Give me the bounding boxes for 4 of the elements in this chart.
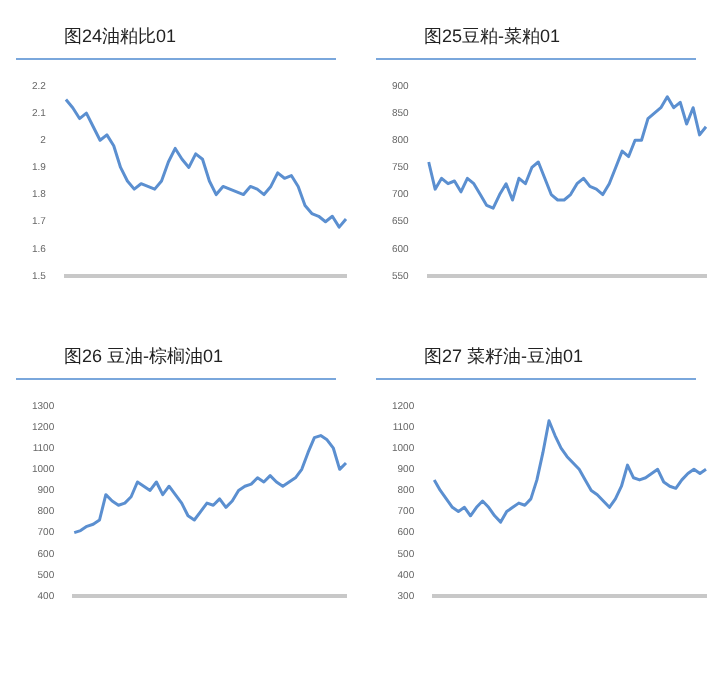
chart-title: 图26 豆油-棕榈油01 — [62, 344, 226, 370]
chart-title: 图25豆粕-菜粕01 — [422, 24, 563, 50]
chart-title: 图24油粕比01 — [62, 24, 179, 50]
chart-title: 图27 菜籽油-豆油01 — [422, 344, 586, 370]
